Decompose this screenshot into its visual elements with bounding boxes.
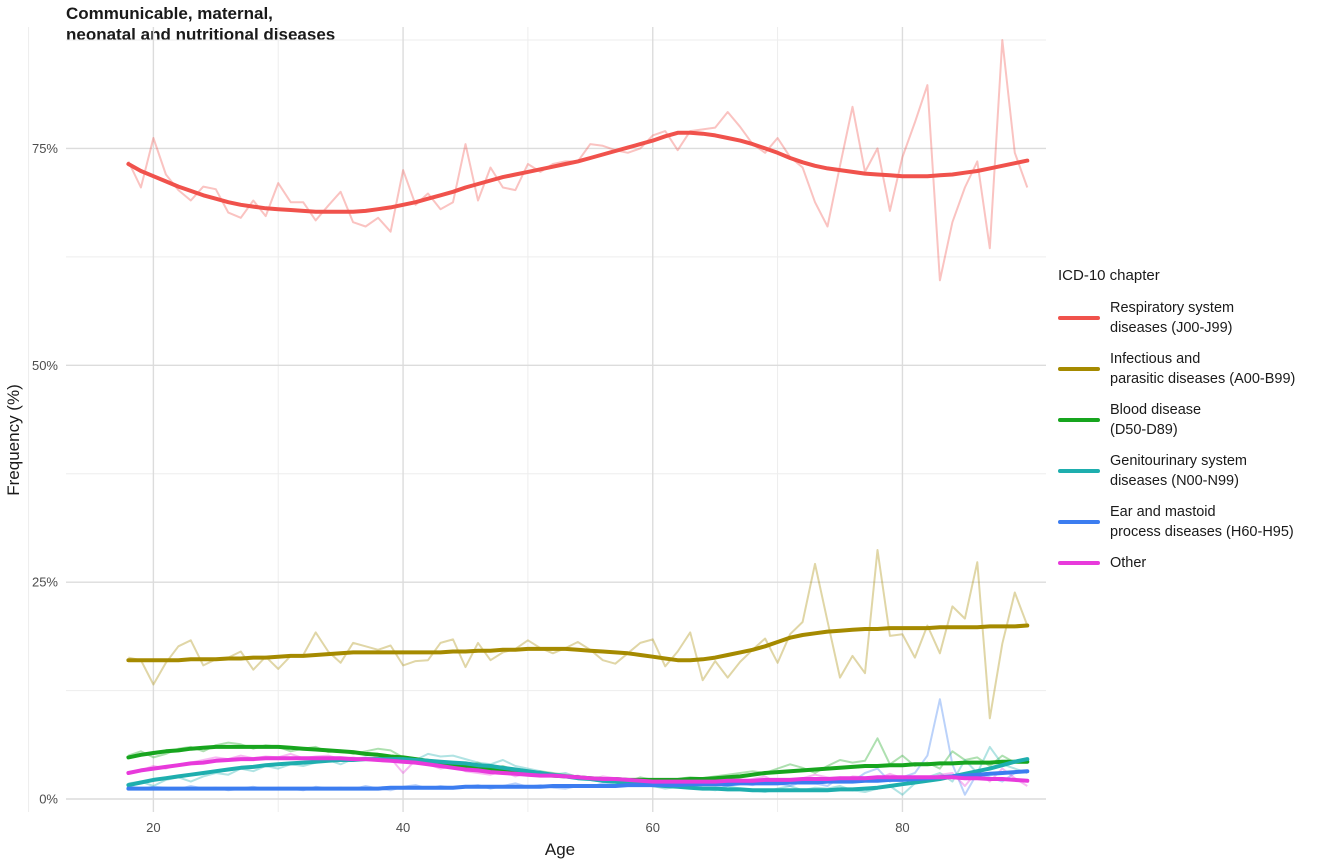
x-axis-label: Age bbox=[544, 840, 576, 859]
legend-item-3: Blood disease (D50-D89) bbox=[1058, 399, 1323, 441]
chart-title-line-2: neonatal and nutritional diseases bbox=[66, 25, 336, 44]
y-axis-label-text: Frequency (%) bbox=[4, 384, 23, 496]
chart-title-line-1: Communicable, maternal, bbox=[66, 4, 273, 23]
legend-item-5: Ear and mastoid process diseases (H60-H95… bbox=[1058, 501, 1323, 543]
legend-label-line: Blood disease bbox=[1110, 402, 1202, 418]
legend-label-line: diseases (J00-J99) bbox=[1110, 320, 1233, 336]
smooth-line-series-1 bbox=[126, 130, 1030, 214]
y-axis-label: Frequency (%) bbox=[2, 340, 26, 540]
legend-label-1: Respiratory system diseases (J00-J99) bbox=[1110, 298, 1234, 338]
legend-title: ICD-10 chapter bbox=[1058, 267, 1160, 284]
legend-item-6: Other bbox=[1058, 552, 1323, 574]
smooth-line-series-2 bbox=[126, 623, 1030, 663]
y-tick-label: 25% bbox=[32, 575, 58, 590]
raw-line-series-2 bbox=[128, 549, 1029, 720]
legend: ICD-10 chapter Respiratory system disease… bbox=[1058, 267, 1323, 583]
legend-label-line: parasitic diseases (A00-B99) bbox=[1110, 371, 1296, 387]
legend-item-4: Genitourinary system diseases (N00-N99) bbox=[1058, 450, 1323, 492]
legend-key-3 bbox=[1058, 418, 1100, 422]
legend-label-5: Ear and mastoid process diseases (H60-H95… bbox=[1110, 502, 1294, 542]
legend-key-1 bbox=[1058, 316, 1100, 320]
x-tick-label: 40 bbox=[396, 820, 410, 835]
legend-label-2: Infectious and parasitic diseases (A00-B9… bbox=[1110, 349, 1295, 389]
grid-lines bbox=[28, 27, 1046, 812]
legend-item-1: Respiratory system diseases (J00-J99) bbox=[1058, 297, 1323, 339]
x-tick-label: 80 bbox=[895, 820, 909, 835]
smooth-line-series-5 bbox=[126, 769, 1030, 791]
smooth-line-series-6 bbox=[126, 756, 1030, 784]
legend-label-line: Other bbox=[1110, 555, 1147, 571]
legend-key-4 bbox=[1058, 469, 1100, 473]
raw-series-lines bbox=[127, 39, 1029, 796]
y-tick-label: 50% bbox=[32, 358, 58, 373]
legend-key-2 bbox=[1058, 367, 1100, 371]
legend-items: Respiratory system diseases (J00-J99) Infe… bbox=[1058, 297, 1323, 574]
legend-label-line: Infectious and bbox=[1110, 351, 1201, 367]
legend-key-6 bbox=[1058, 561, 1100, 565]
legend-label-3: Blood disease (D50-D89) bbox=[1110, 400, 1201, 440]
legend-label-line: (D50-D89) bbox=[1110, 422, 1178, 438]
legend-item-2: Infectious and parasitic diseases (A00-B9… bbox=[1058, 348, 1323, 390]
y-tick-label: 75% bbox=[32, 141, 58, 156]
smoothed-series-lines bbox=[126, 130, 1030, 793]
x-tick-label: 60 bbox=[646, 820, 660, 835]
chart-title: Communicable, maternal, neonatal and nut… bbox=[66, 3, 486, 45]
legend-label-line: Genitourinary system bbox=[1110, 453, 1247, 469]
x-tick-label: 20 bbox=[146, 820, 160, 835]
y-tick-label: 0% bbox=[39, 791, 58, 806]
axis-tick-labels: 20 40 60 80 0% 25% 50% 75% bbox=[32, 141, 910, 835]
legend-label-line: diseases (N00-N99) bbox=[1110, 473, 1239, 489]
legend-label-line: Ear and mastoid bbox=[1110, 504, 1216, 520]
legend-label-4: Genitourinary system diseases (N00-N99) bbox=[1110, 451, 1247, 491]
legend-key-5 bbox=[1058, 520, 1100, 524]
legend-label-line: Respiratory system bbox=[1110, 300, 1235, 316]
legend-label-line: process diseases (H60-H95) bbox=[1110, 524, 1294, 540]
legend-label-6: Other bbox=[1110, 553, 1146, 573]
